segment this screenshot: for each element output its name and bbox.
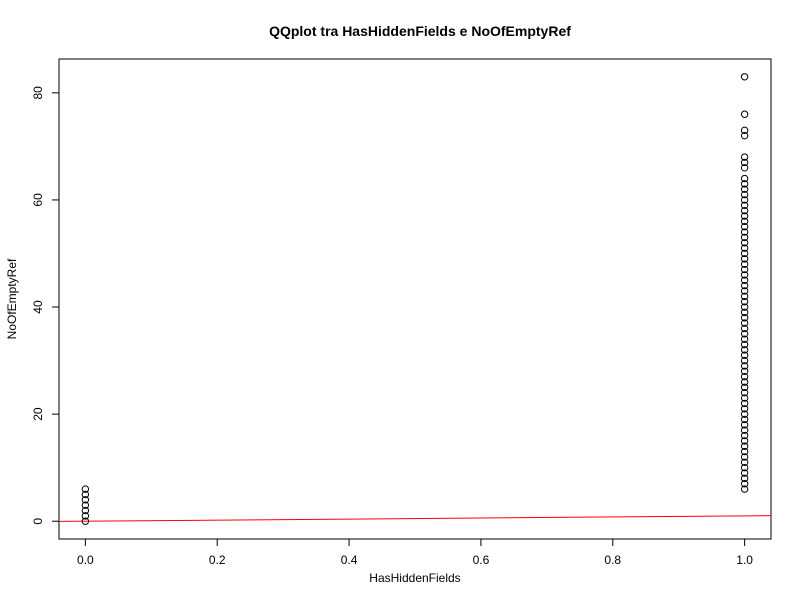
data-point — [740, 303, 749, 311]
points-group — [81, 73, 749, 525]
data-point — [740, 196, 749, 204]
data-point — [740, 153, 749, 161]
data-point — [740, 314, 749, 322]
data-point — [740, 426, 749, 434]
data-point — [81, 496, 90, 504]
data-point — [740, 447, 749, 456]
data-point — [740, 330, 749, 338]
x-tick-label: 0.2 — [209, 553, 226, 567]
data-point — [740, 164, 749, 172]
plot-frame — [58, 58, 772, 540]
data-point — [740, 180, 749, 188]
data-point — [81, 517, 90, 525]
data-point — [740, 340, 749, 349]
data-point — [740, 383, 749, 392]
x-axis-label: HasHiddenFields — [369, 571, 460, 585]
data-point — [740, 110, 749, 118]
x-tick-label: 0.6 — [473, 553, 490, 567]
data-point — [740, 319, 749, 327]
data-point — [740, 297, 749, 306]
reference-line-group — [58, 515, 772, 522]
data-point — [740, 244, 749, 252]
data-point — [740, 389, 749, 397]
data-point — [740, 356, 749, 365]
x-tick-label: 1.0 — [736, 553, 753, 567]
data-point — [740, 201, 749, 209]
data-point — [740, 239, 749, 247]
y-tick-label: 20 — [31, 407, 45, 421]
y-tick-label: 0 — [31, 518, 45, 525]
data-point — [740, 485, 749, 493]
y-tick-label: 80 — [31, 86, 45, 100]
data-point — [740, 367, 749, 375]
y-axis-label: NoOfEmptyRef — [5, 258, 19, 339]
data-point — [740, 405, 749, 413]
data-point — [740, 431, 749, 440]
x-axis: 0.0 0.2 0.4 0.6 0.8 1.0 — [77, 538, 753, 567]
data-point — [81, 490, 90, 499]
data-point — [740, 469, 749, 477]
data-point — [740, 212, 749, 220]
data-point — [740, 415, 749, 424]
y-axis: 0 20 40 60 80 — [31, 86, 60, 525]
data-point — [740, 463, 749, 472]
data-point — [740, 265, 749, 274]
data-point — [740, 131, 749, 140]
data-point — [81, 512, 90, 520]
y-tick-label: 40 — [31, 300, 45, 314]
data-point — [740, 255, 749, 263]
data-point — [740, 378, 749, 386]
data-point — [740, 362, 749, 370]
data-point — [740, 324, 749, 333]
data-point — [740, 206, 749, 215]
data-point — [740, 158, 749, 167]
data-point — [740, 480, 749, 488]
data-point — [740, 335, 749, 343]
data-point — [740, 437, 749, 445]
data-point — [740, 442, 749, 450]
data-point — [740, 174, 749, 183]
data-point — [740, 233, 749, 242]
data-point — [740, 458, 749, 467]
data-point — [740, 276, 749, 284]
x-tick-label: 0.4 — [341, 553, 358, 567]
data-point — [740, 287, 749, 295]
data-point — [740, 346, 749, 354]
data-point — [81, 501, 90, 509]
data-point — [81, 506, 90, 515]
data-point — [740, 474, 749, 483]
data-point — [740, 73, 749, 81]
data-point — [740, 308, 749, 317]
data-point — [740, 351, 749, 359]
data-point — [740, 372, 749, 381]
data-point — [81, 485, 90, 493]
data-point — [740, 249, 749, 258]
data-point — [740, 421, 749, 429]
data-point — [740, 223, 749, 231]
chart-title: QQplot tra HasHiddenFields e NoOfEmptyRe… — [269, 23, 571, 39]
y-tick-label: 60 — [31, 193, 45, 207]
data-point — [740, 260, 749, 268]
data-point — [740, 394, 749, 402]
data-point — [740, 217, 749, 226]
data-point — [740, 228, 749, 236]
data-point — [740, 190, 749, 199]
qq-reference-line — [58, 515, 772, 522]
data-point — [740, 126, 749, 135]
x-tick-label: 0.0 — [77, 553, 94, 567]
x-tick-label: 0.8 — [604, 553, 621, 567]
data-point — [740, 453, 749, 461]
data-point — [740, 410, 749, 418]
data-point — [740, 281, 749, 290]
data-point — [740, 185, 749, 193]
data-point — [740, 292, 749, 301]
data-point — [740, 271, 749, 279]
data-point — [740, 399, 749, 408]
